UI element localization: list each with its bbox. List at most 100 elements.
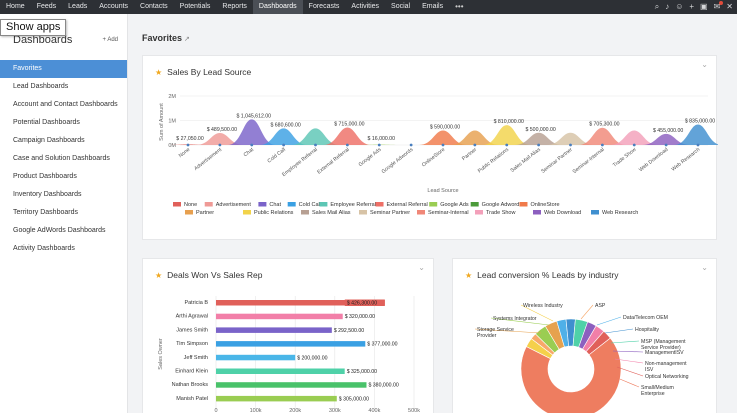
y-tick-label: Nathan Brooks [172, 382, 209, 388]
x-tick-label: Trade Show [612, 147, 638, 169]
lead-conversion-chart: Wireless Industry ASP Systems Integrator St… [474, 303, 689, 413]
search-icon[interactable]: ⌕ [654, 2, 660, 11]
nav-item-accounts[interactable]: Accounts [99, 3, 129, 10]
data-label: $ 455,000.00 [653, 128, 683, 134]
area-bump-public-relations [482, 125, 531, 145]
nav-item-home[interactable]: Home [6, 3, 25, 10]
nav-item-social[interactable]: Social [391, 3, 411, 10]
bar-label-bg [344, 299, 385, 306]
legend-label: Partner [196, 210, 214, 216]
data-label: $ 489,500.00 [207, 127, 237, 133]
data-label: $ 16,000.00 [368, 136, 396, 142]
legend-swatch [359, 210, 367, 215]
legend-swatch [319, 202, 328, 207]
area-bump-external-referral [323, 127, 372, 145]
nav-item-dashboards[interactable]: Dashboards [252, 0, 303, 14]
x-axis-label: Lead Source [427, 188, 458, 194]
data-point [314, 143, 317, 147]
sidebar-item[interactable]: Product Dashboards [13, 173, 77, 180]
data-point [377, 143, 381, 147]
leader-line [614, 376, 640, 388]
sidebar-item[interactable]: Campaign Dashboards [13, 137, 85, 144]
legend-swatch [591, 210, 599, 215]
y-tick-label: 1M [168, 119, 176, 125]
deals-won-chart: Sales Owner 0 100k 200k 300k 400k 500k Patricia… [158, 296, 420, 413]
legend-swatch [533, 210, 541, 215]
data-point [345, 143, 349, 147]
leader-line [614, 358, 644, 364]
card-title-text: Deals Won Vs Sales Rep [167, 270, 263, 280]
x-tick-label: Seminar-Internal [572, 147, 606, 175]
nav-item-reports[interactable]: Reports [222, 3, 247, 10]
data-label: $ 305,000.00 [339, 396, 369, 402]
legend-label: Public Relations [254, 210, 294, 216]
show-apps-tooltip: Show apps [0, 19, 67, 36]
data-label: $ 715,000.00 [334, 121, 364, 127]
slice-label: Wireless Industry [523, 303, 563, 309]
x-tick-label: Chat [243, 147, 256, 159]
sidebar-item[interactable]: Inventory Dashboards [13, 191, 82, 198]
x-tick-label: Sales Mail Alias [510, 147, 543, 174]
nav-item-leads[interactable]: Leads [68, 3, 88, 10]
sidebar-item[interactable]: Case and Solution Dashboards [13, 155, 110, 162]
calendar-icon[interactable]: ▣ [700, 2, 708, 11]
leader-line [490, 317, 550, 326]
y-tick-label: Patricia B [184, 300, 208, 306]
chevron-down-icon[interactable]: ⌄ [418, 263, 425, 272]
data-label: $ 500,000.00 [525, 127, 555, 133]
plus-icon[interactable]: + [689, 2, 695, 11]
sidebar-item[interactable]: Lead Dashboards [13, 83, 69, 90]
nav-item-feeds[interactable]: Feeds [36, 3, 57, 10]
star-icon[interactable]: ★ [155, 68, 163, 77]
leader-line [474, 328, 542, 334]
x-tick-label: Public Relations [477, 147, 510, 175]
nav-item-forecasts[interactable]: Forecasts [308, 3, 340, 10]
legend-swatch [475, 210, 483, 215]
star-icon[interactable]: ★ [155, 271, 163, 280]
x-tick-label: Web Research [671, 147, 702, 173]
legend-label: Sales Mail Alias [312, 210, 351, 216]
sidebar-item[interactable]: Favorites [0, 60, 127, 78]
legend-label: Cold Call [299, 202, 321, 208]
sidebar-item[interactable]: Account and Contact Dashboards [13, 101, 118, 108]
chevron-down-icon[interactable]: ⌄ [701, 263, 708, 272]
nav-item-emails[interactable]: Emails [422, 3, 444, 10]
card-lead-conversion: ★ Lead conversion % Leads by industry ⌄ W… [452, 258, 717, 413]
person-icon[interactable]: ☺ [675, 2, 684, 11]
y-axis-label: Sum of Amount [159, 103, 165, 141]
data-label: $ 200,000.00 [297, 355, 327, 361]
external-link-icon[interactable]: ↗ [184, 36, 190, 43]
sidebar: Dashboards + Add Favorites Lead Dashboard… [0, 14, 128, 413]
add-dashboard-button[interactable]: + Add [102, 37, 118, 43]
sidebar-item[interactable]: Google AdWords Dashboards [13, 227, 106, 234]
legend-swatch [185, 210, 193, 215]
sidebar-item[interactable]: Potential Dashboards [13, 119, 80, 126]
sidebar-item[interactable]: Territory Dashboards [13, 209, 78, 216]
leader-line [520, 304, 554, 322]
data-label: $ 835,000.00 [685, 119, 715, 125]
slice-label: Small/Medium Enterprise [641, 385, 674, 397]
card-deals-won: ★ Deals Won Vs Sales Rep ⌄ Sales Owner 0 10… [142, 258, 434, 413]
chevron-down-icon[interactable]: ⌄ [701, 60, 708, 69]
card-title-text: Lead conversion % Leads by industry [477, 270, 619, 280]
legend-label: Seminar Partner [370, 210, 410, 216]
leader-line [616, 366, 644, 377]
legend-label: Trade Show [486, 210, 515, 216]
x-tick-label: Web Download [638, 147, 669, 173]
nav-item-potentials[interactable]: Potentials [179, 3, 211, 10]
bar [216, 313, 343, 320]
bell-icon[interactable]: ♪ [665, 2, 670, 11]
sidebar-item[interactable]: Activity Dashboards [13, 245, 75, 252]
bar [216, 395, 337, 402]
slice-label: Non-management ISV [645, 361, 687, 373]
star-icon[interactable]: ★ [465, 271, 473, 280]
data-label: $ 27,050.00 [176, 136, 204, 142]
legend-swatch [258, 202, 267, 207]
y-tick-label: James Smith [176, 327, 208, 333]
nav-item-contacts[interactable]: Contacts [140, 3, 168, 10]
more-menu-icon[interactable]: ••• [455, 2, 464, 11]
nav-item-activities[interactable]: Activities [351, 3, 380, 10]
tools-icon[interactable]: ✕ [726, 2, 733, 11]
mail-icon[interactable]: ✉ [714, 0, 723, 14]
x-tick-label: External Referral [316, 147, 350, 176]
